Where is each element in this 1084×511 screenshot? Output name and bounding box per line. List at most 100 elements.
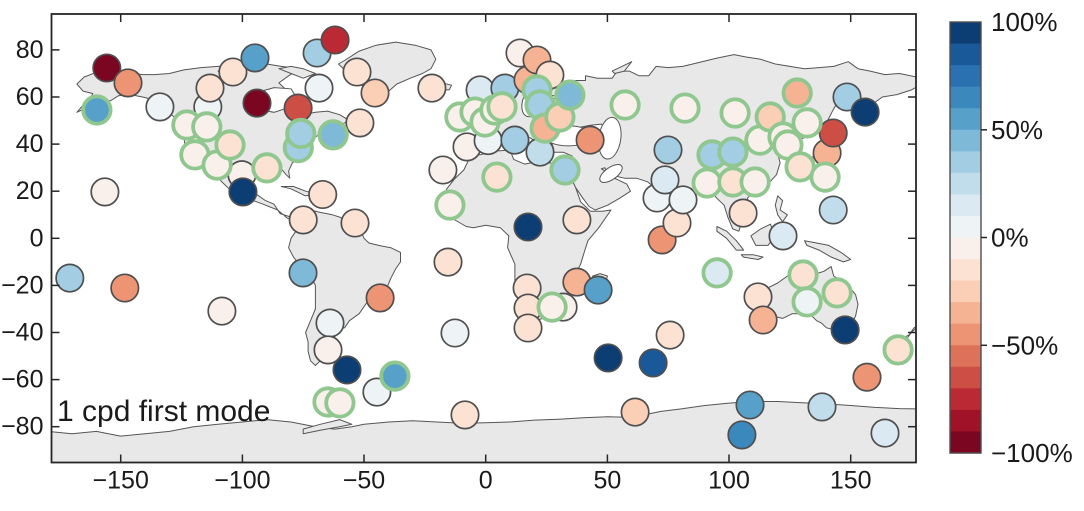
colorbar-band	[950, 22, 981, 45]
colorbar-band	[950, 366, 981, 389]
data-point	[332, 355, 362, 385]
x-tick-label: 0	[479, 467, 493, 495]
data-point	[365, 283, 395, 313]
data-point	[55, 263, 85, 293]
data-point	[562, 205, 592, 235]
data-point	[791, 286, 823, 318]
landmass	[740, 254, 764, 260]
data-point	[113, 68, 143, 98]
data-point	[360, 78, 390, 108]
data-point	[500, 125, 530, 155]
data-point	[324, 387, 356, 419]
data-point	[593, 343, 623, 373]
colorbar-band	[950, 409, 981, 433]
data-point	[81, 94, 113, 126]
y-tick-label: 0	[30, 224, 44, 252]
data-point	[655, 320, 685, 350]
data-point	[830, 315, 860, 345]
data-point	[240, 43, 270, 73]
colorbar-band	[950, 108, 981, 131]
landmass	[278, 65, 316, 79]
data-point	[345, 108, 375, 138]
data-point	[320, 25, 350, 55]
data-point	[218, 57, 248, 87]
data-point	[317, 119, 349, 151]
data-point	[818, 195, 848, 225]
data-point	[242, 88, 272, 118]
data-point	[433, 247, 463, 277]
data-point	[450, 400, 480, 430]
data-point	[92, 53, 122, 83]
colorbar-band	[950, 86, 981, 109]
data-point	[283, 93, 313, 123]
colorbar-band	[950, 259, 981, 282]
y-tick-label: 80	[16, 36, 44, 64]
data-point	[717, 136, 749, 168]
data-point	[781, 77, 813, 109]
data-point	[214, 129, 246, 161]
data-point	[313, 335, 343, 365]
data-point	[638, 348, 668, 378]
colorbar-band	[950, 345, 981, 368]
data-point	[304, 73, 334, 103]
data-point	[195, 73, 225, 103]
colorbar-band	[950, 280, 981, 303]
y-tick-label: −20	[1, 271, 43, 299]
y-tick-label: −40	[1, 319, 43, 347]
data-point	[821, 277, 853, 309]
colorbar-band	[950, 172, 981, 195]
data-point	[719, 97, 751, 129]
y-tick-label: 20	[16, 177, 44, 205]
axes-layer: −150 −100 −50 0 50 100 150 80 60 40 20 0 −20 −40 −60 −8…	[1, 13, 917, 495]
data-point	[554, 79, 586, 111]
x-tick-label: −100	[214, 467, 270, 495]
data-point	[850, 97, 880, 127]
landmass	[716, 226, 745, 251]
x-tick-label: 50	[593, 467, 621, 495]
data-point	[417, 73, 447, 103]
colorbar-tick-label: 100%	[991, 7, 1058, 37]
data-point	[809, 161, 841, 193]
colorbar-band	[950, 237, 981, 260]
landmass	[774, 195, 788, 223]
colorbar-band	[950, 302, 981, 325]
data-point	[251, 152, 283, 184]
landmass	[302, 419, 353, 435]
data-point	[340, 208, 370, 238]
data-point	[486, 91, 518, 123]
data-point	[536, 291, 568, 323]
data-point	[513, 212, 543, 242]
colorbar-band	[950, 194, 981, 217]
data-point	[288, 258, 318, 288]
data-point	[668, 185, 698, 215]
x-tick-label: 100	[708, 467, 750, 495]
colorbar-band	[950, 431, 981, 454]
x-tick-label: 150	[830, 467, 872, 495]
x-tick-label: −50	[343, 467, 385, 495]
data-point	[440, 318, 470, 348]
data-point	[669, 92, 701, 124]
colorbar-band	[950, 65, 981, 88]
data-point	[513, 313, 543, 343]
data-point	[191, 111, 223, 143]
data-point	[90, 177, 120, 207]
colorbar-tick-label: 50%	[991, 115, 1043, 145]
data-point	[145, 92, 175, 122]
data-point	[768, 221, 798, 251]
data-point	[807, 392, 837, 422]
data-point	[575, 125, 605, 155]
colorbar-band	[950, 129, 981, 152]
colorbar-tick-label: 0%	[991, 223, 1029, 253]
colorbar-band	[950, 43, 981, 66]
data-point	[315, 308, 345, 338]
colorbar-band	[950, 215, 981, 239]
data-point	[288, 205, 318, 235]
y-tick-label: 40	[16, 130, 44, 158]
landmass	[804, 240, 852, 263]
colorbar: 100% 50% 0% −50% −100%	[949, 7, 1073, 468]
data-point	[870, 418, 900, 448]
data-point	[728, 198, 758, 228]
data-point	[110, 273, 140, 303]
